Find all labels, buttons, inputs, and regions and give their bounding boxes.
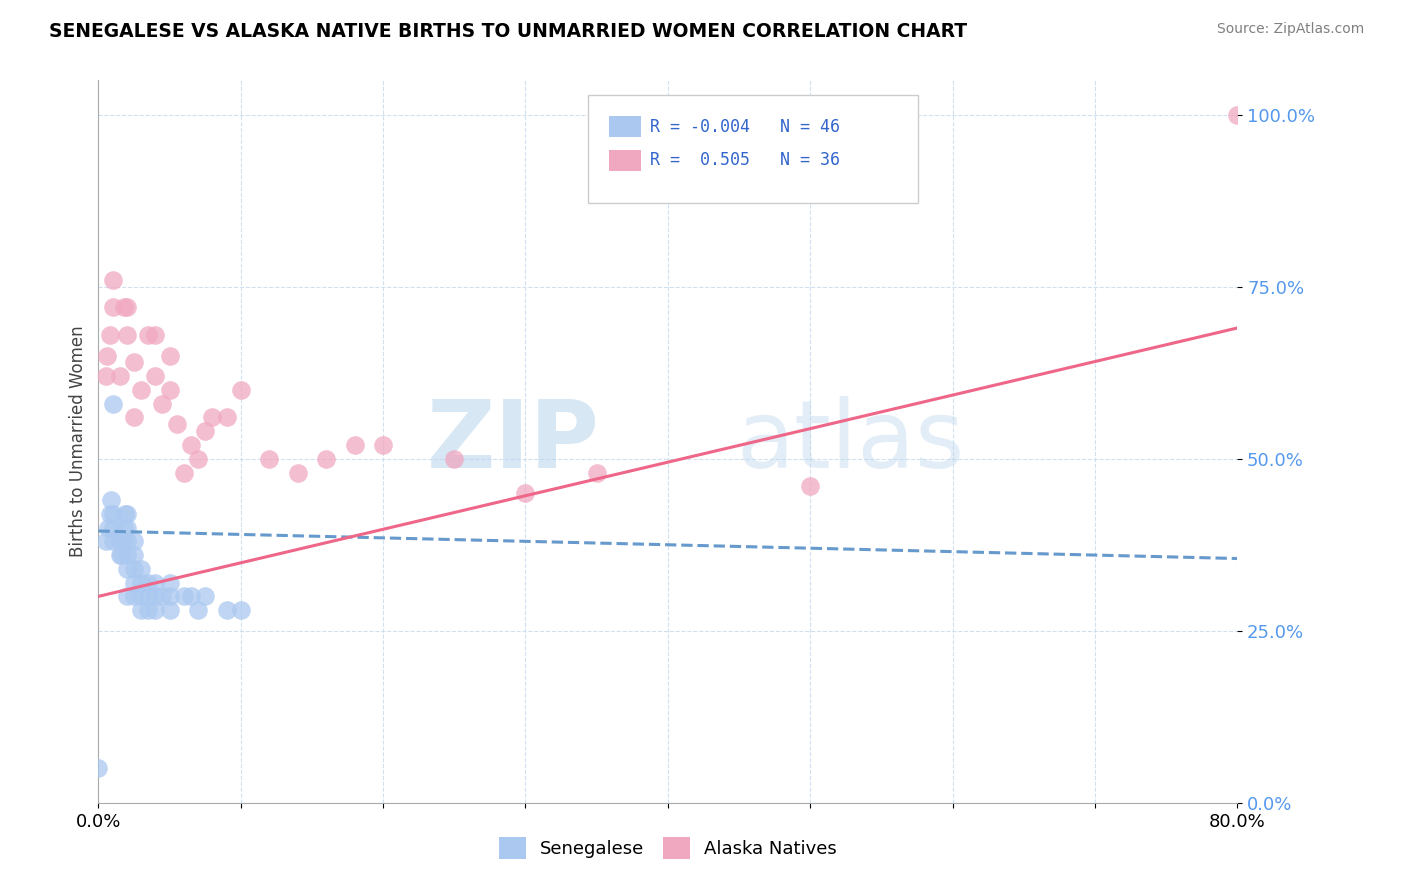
Point <box>96 349 118 363</box>
Point <box>515 486 537 500</box>
Point <box>98 327 121 342</box>
Point <box>115 327 138 342</box>
Point <box>122 562 145 576</box>
Point <box>145 369 167 384</box>
Point <box>108 548 131 562</box>
Point <box>373 438 395 452</box>
Point <box>180 438 202 452</box>
Point <box>799 479 821 493</box>
Point <box>110 548 132 562</box>
Point <box>215 410 238 425</box>
Point <box>122 534 145 549</box>
Point <box>97 520 120 534</box>
Point <box>229 383 252 397</box>
Point <box>136 575 159 590</box>
Point <box>1226 108 1249 122</box>
Point <box>173 466 195 480</box>
Point <box>166 417 188 432</box>
Bar <box>609 151 641 170</box>
Text: R =  0.505   N = 36: R = 0.505 N = 36 <box>650 151 839 169</box>
Point <box>152 590 174 604</box>
Point <box>287 466 309 480</box>
Point <box>194 590 217 604</box>
Point <box>94 369 117 384</box>
Point <box>173 590 195 604</box>
Point <box>98 507 121 521</box>
Text: Source: ZipAtlas.com: Source: ZipAtlas.com <box>1216 22 1364 37</box>
Point <box>145 590 167 604</box>
Point <box>122 548 145 562</box>
Point <box>129 562 152 576</box>
Point <box>585 466 607 480</box>
Point <box>115 301 138 315</box>
Point <box>159 383 181 397</box>
Point <box>112 301 135 315</box>
Point <box>115 534 138 549</box>
Point <box>215 603 238 617</box>
Point <box>136 603 159 617</box>
Point <box>315 451 337 466</box>
Point <box>187 603 209 617</box>
FancyBboxPatch shape <box>588 95 918 203</box>
Point <box>101 273 124 287</box>
Point <box>129 383 152 397</box>
Point <box>100 493 122 508</box>
Bar <box>609 117 641 136</box>
Point <box>108 534 131 549</box>
Point <box>194 424 217 438</box>
Point <box>159 590 181 604</box>
Text: ZIP: ZIP <box>426 395 599 488</box>
Point <box>180 590 202 604</box>
Point <box>136 327 159 342</box>
Point <box>443 451 465 466</box>
Point <box>145 327 167 342</box>
Point <box>87 761 110 775</box>
Point <box>159 349 181 363</box>
Point <box>129 590 152 604</box>
Point <box>259 451 281 466</box>
Point <box>108 369 131 384</box>
Point <box>129 603 152 617</box>
Y-axis label: Births to Unmarried Women: Births to Unmarried Women <box>69 326 87 558</box>
Legend: Senegalese, Alaska Natives: Senegalese, Alaska Natives <box>492 830 844 866</box>
Point <box>343 438 366 452</box>
Point <box>136 590 159 604</box>
Point <box>159 575 181 590</box>
Point <box>115 507 138 521</box>
Point <box>101 520 124 534</box>
Text: R = -0.004   N = 46: R = -0.004 N = 46 <box>650 118 839 136</box>
Point <box>159 603 181 617</box>
Point <box>129 575 152 590</box>
Point <box>122 355 145 369</box>
Point <box>94 534 117 549</box>
Point <box>101 534 124 549</box>
Point <box>152 397 174 411</box>
Point <box>122 575 145 590</box>
Point <box>112 520 135 534</box>
Point <box>201 410 224 425</box>
Point <box>115 520 138 534</box>
Point <box>101 397 124 411</box>
Point <box>145 603 167 617</box>
Point <box>115 562 138 576</box>
Point <box>114 507 136 521</box>
Text: atlas: atlas <box>737 395 965 488</box>
Point <box>115 590 138 604</box>
Point <box>187 451 209 466</box>
Point <box>122 410 145 425</box>
Point <box>145 575 167 590</box>
Text: SENEGALESE VS ALASKA NATIVE BIRTHS TO UNMARRIED WOMEN CORRELATION CHART: SENEGALESE VS ALASKA NATIVE BIRTHS TO UN… <box>49 22 967 41</box>
Point <box>111 534 134 549</box>
Point <box>229 603 252 617</box>
Point <box>101 301 124 315</box>
Point <box>115 548 138 562</box>
Point <box>101 507 124 521</box>
Point <box>122 590 145 604</box>
